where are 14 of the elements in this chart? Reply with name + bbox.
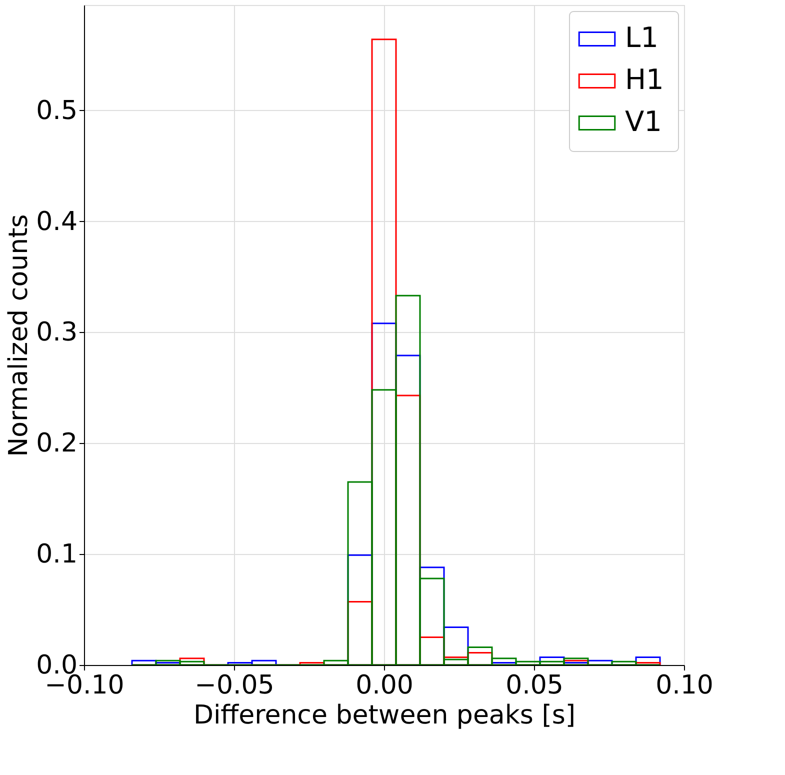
x-tick-label: −0.05: [194, 670, 274, 700]
y-tick-label: 0.4: [36, 206, 78, 237]
y-tick-label: 0.3: [36, 318, 78, 348]
y-tick-label: 0.5: [36, 96, 78, 126]
x-tick-label: 0.10: [656, 670, 714, 700]
legend-label: H1: [625, 63, 664, 96]
legend-label: V1: [625, 105, 662, 138]
x-tick-label: 0.00: [356, 670, 414, 700]
y-axis-title: Normalized counts: [4, 214, 34, 457]
legend-label: L1: [625, 21, 658, 54]
y-tick-label: 0.2: [36, 428, 78, 459]
x-tick-label: 0.05: [506, 670, 564, 700]
y-tick-label: 0.1: [36, 540, 78, 570]
x-axis-title: Difference between peaks [s]: [193, 700, 576, 730]
